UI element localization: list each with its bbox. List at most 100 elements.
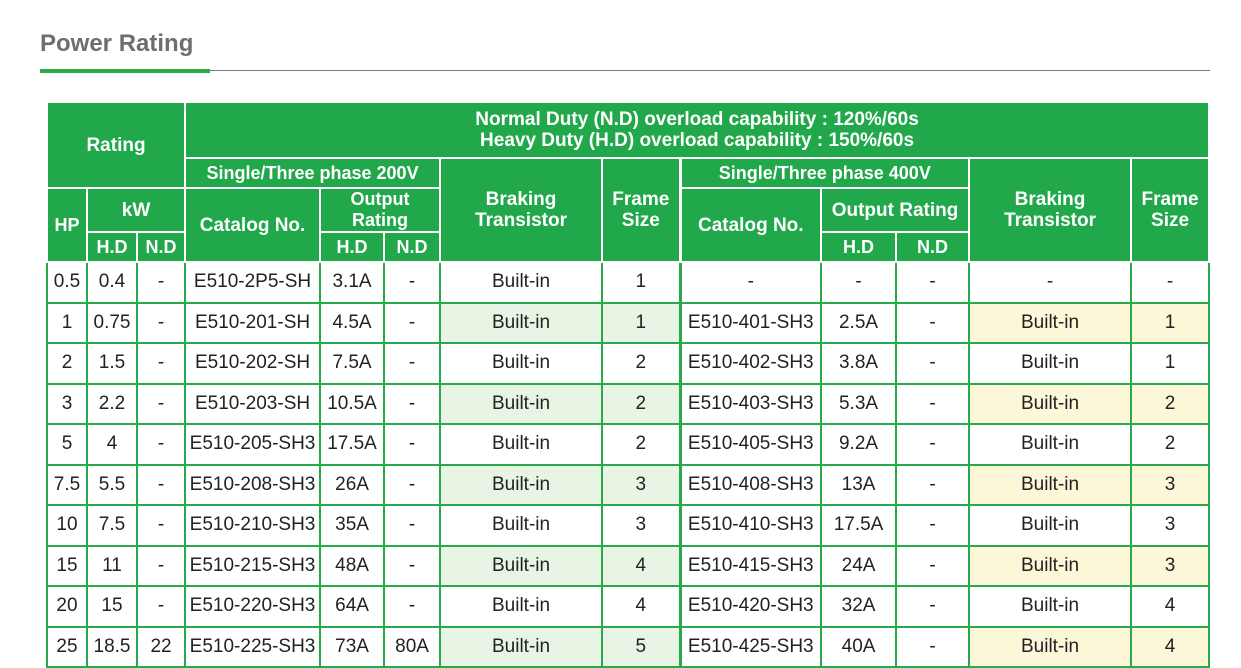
braking-400v-line1: Braking — [1014, 189, 1086, 210]
hp-header: HP — [46, 187, 88, 263]
catalog-400v-cell: E510-408-SH3 — [678, 463, 823, 506]
braking-400v-line2: Transistor — [1004, 210, 1096, 231]
kw-hd-cell: 15 — [86, 585, 138, 628]
kw-hd-cell: 5.5 — [86, 463, 138, 506]
kw-nd-cell: - — [135, 261, 187, 304]
output-400v-nd-cell: - — [895, 342, 971, 385]
output-200v-nd-header: N.D — [383, 231, 442, 263]
frame-400v-header: Frame Size — [1130, 157, 1211, 263]
hp-cell: 7.5 — [46, 463, 88, 506]
output-400v-hd-cell: 24A — [820, 544, 898, 587]
frame-200v-cell: 1 — [601, 261, 682, 304]
kw-hd-cell: 0.75 — [86, 301, 138, 344]
table-row: 0.5 0.4- E510-2P5-SH 3.1A - Built-in 1- - - - - — [46, 261, 1211, 304]
catalog-400v-cell: E510-403-SH3 — [678, 382, 823, 425]
output-400v-hd-cell: 5.3A — [820, 382, 898, 425]
kw-hd-cell: 7.5 — [86, 504, 138, 547]
braking-200v-cell: Built-in — [439, 423, 604, 466]
braking-200v-cell: Built-in — [439, 625, 604, 668]
table-row: 7.5 5.5- E510-208-SH3 26A - Built-in 3 E510-408… — [46, 463, 1211, 506]
output-200v-nd-cell: - — [383, 585, 442, 628]
kw-hd-cell: 0.4 — [86, 261, 138, 304]
hp-cell: 20 — [46, 585, 88, 628]
output-400v-nd-cell: - — [895, 544, 971, 587]
hp-cell: 1 — [46, 301, 88, 344]
catalog-200v-cell: E510-210-SH3 — [184, 504, 322, 547]
braking-400v-cell: Built-in — [968, 382, 1133, 425]
output-200v-hd-cell: 3.1A — [319, 261, 386, 304]
output-400v-nd-cell: - — [895, 423, 971, 466]
output-400v-nd-cell: - — [895, 625, 971, 668]
hp-cell: 25 — [46, 625, 88, 668]
power-rating-table-container: Rating Normal Duty (N.D) overload capabi… — [45, 101, 1211, 668]
catalog-200v-cell: E510-202-SH — [184, 342, 322, 385]
output-400v-hd-cell: 32A — [820, 585, 898, 628]
output-400v-nd-cell: - — [895, 261, 971, 304]
braking-200v-cell: Built-in — [439, 382, 604, 425]
catalog-400v-header: Catalog No. — [678, 187, 823, 263]
braking-400v-cell: Built-in — [968, 504, 1133, 547]
output-400v-hd-cell: 2.5A — [820, 301, 898, 344]
kw-nd-cell: - — [135, 382, 187, 425]
output-400v-nd-cell: - — [895, 504, 971, 547]
output-400v-nd-cell: - — [895, 463, 971, 506]
output-200v-hd-cell: 4.5A — [319, 301, 386, 344]
output-200v-nd-cell: - — [383, 261, 442, 304]
table-row: 2 1.5- E510-202-SH 7.5A - Built-in 2 E510-402-S… — [46, 342, 1211, 385]
output-200v-hd-cell: 17.5A — [319, 423, 386, 466]
hp-cell: 0.5 — [46, 261, 88, 304]
hp-cell: 10 — [46, 504, 88, 547]
kw-nd-header: N.D — [135, 231, 187, 263]
catalog-400v-cell: E510-415-SH3 — [678, 544, 823, 587]
catalog-400v-cell: E510-425-SH3 — [678, 625, 823, 668]
catalog-200v-cell: E510-205-SH3 — [184, 423, 322, 466]
frame-200v-cell: 3 — [601, 504, 682, 547]
braking-200v-cell: Built-in — [439, 585, 604, 628]
output-200v-hd-cell: 64A — [319, 585, 386, 628]
output-400v-hd-header: H.D — [820, 231, 898, 263]
output-400v-nd-cell: - — [895, 382, 971, 425]
output-400v-nd-header: N.D — [895, 231, 971, 263]
table-row: 10 7.5- E510-210-SH3 35A - Built-in 3 E510-410-… — [46, 504, 1211, 547]
frame-400v-line1: Frame — [1141, 189, 1199, 210]
output-400v-hd-cell: - — [820, 261, 898, 304]
hp-cell: 15 — [46, 544, 88, 587]
output-200v-nd-cell: - — [383, 504, 442, 547]
output-200v-nd-cell: 80A — [383, 625, 442, 668]
frame-200v-cell: 2 — [601, 423, 682, 466]
table-row: 3 2.2- E510-203-SH 10.5A - Built-in 2 E510-403-… — [46, 382, 1211, 425]
catalog-200v-header: Catalog No. — [184, 187, 322, 263]
braking-400v-header: Braking Transistor — [968, 157, 1133, 263]
output-200v-hd-cell: 73A — [319, 625, 386, 668]
output-200v-nd-cell: - — [383, 342, 442, 385]
braking-400v-cell: Built-in — [968, 423, 1133, 466]
kw-nd-cell: - — [135, 544, 187, 587]
catalog-400v-cell: - — [678, 261, 823, 304]
frame-200v-header: Frame Size — [601, 157, 682, 263]
frame-200v-line1: Frame — [612, 189, 670, 210]
output-400v-nd-cell: - — [895, 585, 971, 628]
braking-400v-cell: Built-in — [968, 342, 1133, 385]
table-row: 1 0.75- E510-201-SH 4.5A - Built-in 1 E510-401-… — [46, 301, 1211, 344]
catalog-200v-cell: E510-203-SH — [184, 382, 322, 425]
frame-200v-cell: 2 — [601, 382, 682, 425]
kw-nd-cell: - — [135, 504, 187, 547]
output-400v-hd-cell: 13A — [820, 463, 898, 506]
overload-header: Normal Duty (N.D) overload capability : … — [184, 101, 1211, 159]
output-200v-hd-cell: 48A — [319, 544, 386, 587]
kw-nd-cell: - — [135, 463, 187, 506]
output-200v-hd-cell: 26A — [319, 463, 386, 506]
braking-400v-cell: Built-in — [968, 625, 1133, 668]
catalog-200v-cell: E510-220-SH3 — [184, 585, 322, 628]
output-400v-hd-cell: 3.8A — [820, 342, 898, 385]
frame-400v-cell: 3 — [1130, 544, 1211, 587]
kw-nd-cell: 22 — [135, 625, 187, 668]
catalog-200v-cell: E510-215-SH3 — [184, 544, 322, 587]
hp-cell: 3 — [46, 382, 88, 425]
hp-cell: 2 — [46, 342, 88, 385]
braking-200v-cell: Built-in — [439, 342, 604, 385]
frame-400v-cell: 3 — [1130, 504, 1211, 547]
overload-hd-text: Heavy Duty (H.D) overload capability : 1… — [480, 130, 915, 151]
frame-400v-cell: 3 — [1130, 463, 1211, 506]
